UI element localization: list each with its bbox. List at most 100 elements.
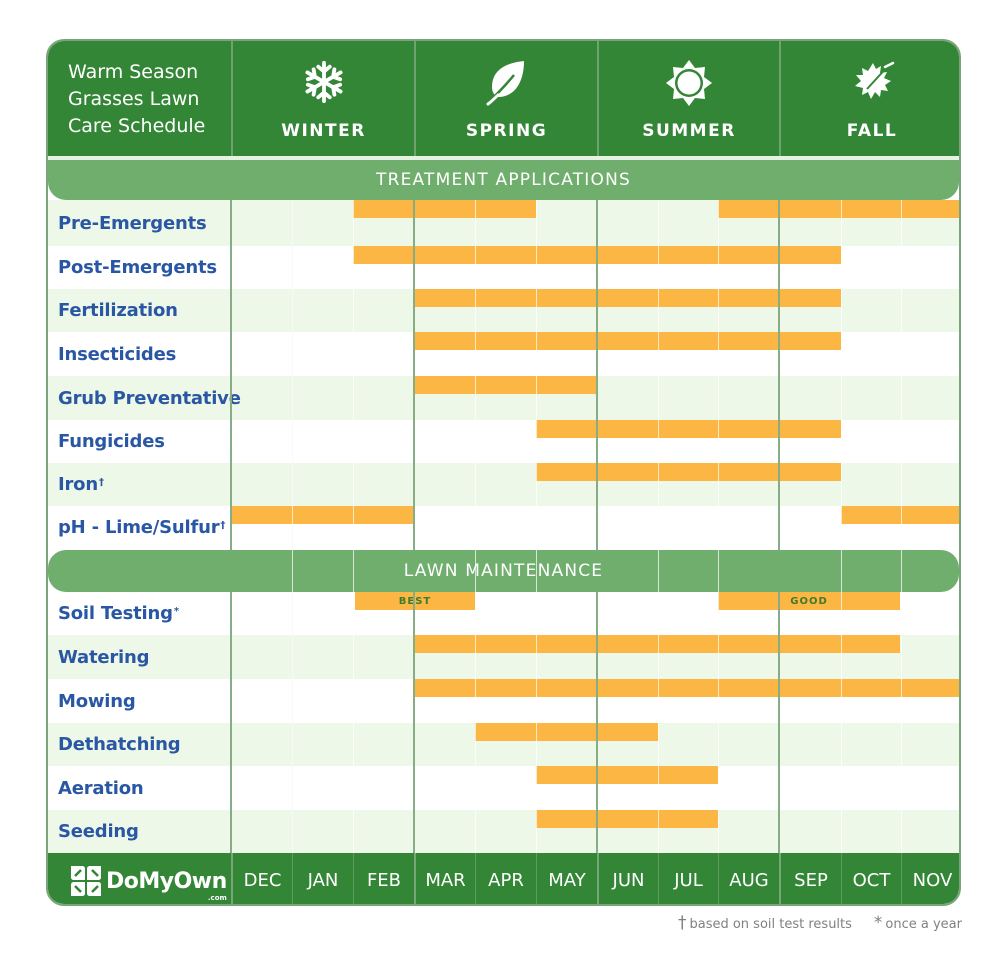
schedule-chart: Warm Season Grasses Lawn Care Schedule W… — [46, 39, 961, 906]
table-row: Grub Preventative — [48, 376, 959, 420]
season-divider — [413, 200, 415, 550]
schedule-bar — [414, 332, 841, 350]
season-divider — [230, 200, 232, 550]
season-spring: SPRING — [414, 41, 597, 156]
table-row: Post-Emergents — [48, 246, 959, 289]
month-label: JUN — [597, 853, 658, 904]
table-row: Aeration — [48, 766, 959, 810]
season-label: WINTER — [281, 121, 366, 141]
footnotes: † based on soil test results * once a year — [678, 913, 962, 933]
table-row: Insecticides — [48, 332, 959, 376]
season-divider — [778, 200, 780, 550]
chart-title: Warm Season Grasses Lawn Care Schedule — [68, 59, 228, 140]
season-divider — [778, 592, 780, 853]
row-label-pre-emergents: Pre-Emergents — [58, 212, 207, 234]
season-divider — [413, 592, 415, 853]
gridline — [901, 200, 902, 853]
table-row: Watering — [48, 635, 959, 679]
schedule-bar — [536, 463, 841, 481]
season-label: SPRING — [465, 121, 548, 141]
season-divider — [596, 200, 598, 550]
season-label: FALL — [846, 121, 898, 141]
schedule-bar — [475, 723, 658, 741]
snowflake-icon — [304, 60, 343, 104]
month-label: OCT — [841, 853, 901, 904]
schedule-bar — [414, 679, 959, 697]
table-row: Seeding — [48, 810, 959, 853]
table-row: Dethatching — [48, 723, 959, 766]
domyown-logo: DoMyOwn .com — [70, 863, 227, 902]
table-row: Soil Testing* BEST GOOD — [48, 592, 959, 635]
schedule-bar-good: GOOD — [718, 592, 900, 610]
row-label-iron: Iron † — [58, 474, 104, 495]
schedule-bar — [353, 200, 536, 218]
row-label-dethatching: Dethatching — [58, 734, 181, 755]
month-label: DEC — [231, 853, 292, 904]
gridline — [475, 200, 476, 853]
season-label: SUMMER — [642, 121, 736, 141]
logo-icon — [71, 866, 101, 896]
gridline — [292, 200, 293, 853]
schedule-bar — [841, 506, 959, 524]
month-label: APR — [475, 853, 536, 904]
row-label-ph-lime-sulfur: pH - Lime/Sulfur † — [58, 517, 226, 538]
leaf-icon — [486, 61, 524, 106]
month-label: FEB — [353, 853, 414, 904]
schedule-bar-best: BEST — [355, 592, 475, 610]
season-divider — [230, 592, 232, 853]
month-label: SEP — [779, 853, 841, 904]
season-summer: SUMMER — [597, 41, 779, 156]
schedule-bar — [414, 635, 900, 653]
row-label-fungicides: Fungicides — [58, 431, 165, 452]
gridline — [658, 200, 659, 853]
row-label-post-emergents: Post-Emergents — [58, 257, 217, 278]
schedule-bar — [414, 376, 597, 394]
table-row: Fungicides — [48, 420, 959, 463]
row-label-insecticides: Insecticides — [58, 343, 177, 365]
month-label: MAY — [536, 853, 597, 904]
title-line: Warm Season — [68, 61, 199, 83]
schedule-bar — [718, 200, 959, 218]
season-fall: FALL — [779, 41, 959, 156]
section-header-treatment: TREATMENT APPLICATIONS — [48, 160, 959, 200]
row-label-seeding: Seeding — [58, 821, 139, 842]
schedule-bar — [536, 766, 718, 784]
month-axis: DoMyOwn .com DEC JAN FEB MAR APR MAY JUN … — [48, 853, 959, 904]
row-label-grub-preventative: Grub Preventative — [58, 387, 241, 409]
maple-leaf-icon — [855, 61, 895, 99]
table-row: pH - Lime/Sulfur † — [48, 506, 959, 549]
footnote-asterisk: * once a year — [873, 913, 962, 933]
section-header-maintenance: LAWN MAINTENANCE — [48, 550, 959, 592]
row-label-fertilization: Fertilization — [58, 300, 178, 321]
season-divider — [596, 592, 598, 853]
month-label: AUG — [718, 853, 779, 904]
schedule-bar — [536, 420, 841, 438]
month-label: JAN — [292, 853, 353, 904]
row-label-watering: Watering — [58, 646, 150, 668]
schedule-bar — [536, 810, 718, 828]
row-label-aeration: Aeration — [58, 777, 144, 799]
table-row: Pre-Emergents — [48, 200, 959, 246]
season-winter: WINTER — [231, 41, 414, 156]
month-label: MAR — [414, 853, 475, 904]
table-row: Mowing — [48, 679, 959, 723]
chart-header: Warm Season Grasses Lawn Care Schedule W… — [48, 41, 959, 156]
logo-text: DoMyOwn .com — [106, 868, 227, 902]
sun-icon — [666, 60, 712, 106]
gridline — [353, 200, 354, 853]
title-line: Grasses Lawn — [68, 88, 200, 110]
gridline — [841, 200, 842, 853]
row-label-mowing: Mowing — [58, 690, 136, 712]
title-line: Care Schedule — [68, 115, 206, 137]
month-label: JUL — [658, 853, 718, 904]
table-row: Fertilization — [48, 289, 959, 332]
header-divider — [48, 156, 959, 160]
row-label-soil-testing: Soil Testing * — [58, 603, 179, 624]
table-row: Iron † — [48, 463, 959, 506]
gridline — [718, 200, 719, 853]
schedule-bar — [414, 289, 841, 307]
gridline — [536, 200, 537, 853]
schedule-bar — [231, 506, 414, 524]
month-label: NOV — [901, 853, 959, 904]
footnote-dagger: † based on soil test results — [677, 913, 852, 933]
